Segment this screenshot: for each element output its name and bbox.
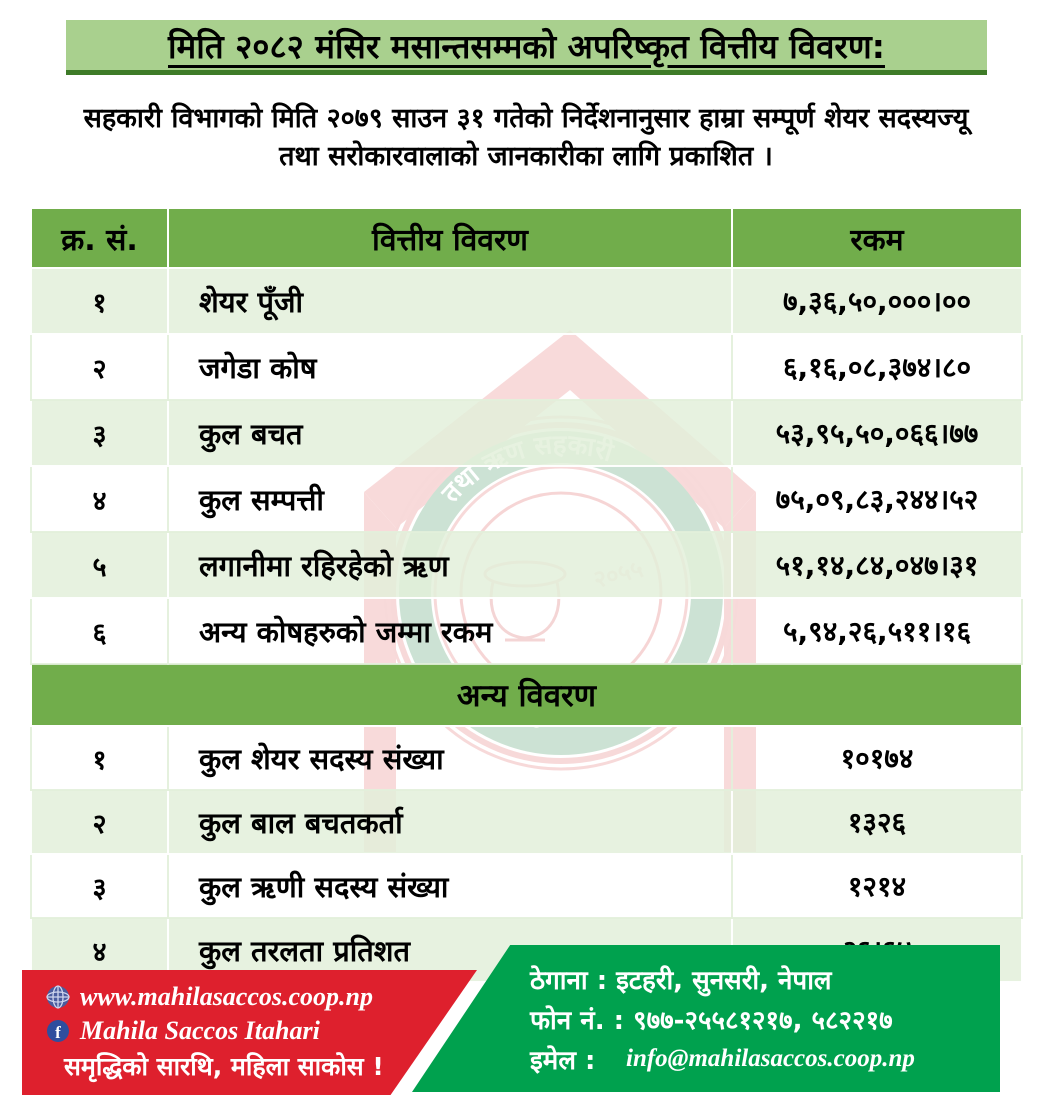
row-value: १२१४ xyxy=(731,853,1023,919)
row-sn: २ xyxy=(30,333,169,401)
column-header-description: वित्तीय विवरण xyxy=(167,207,733,269)
table-row: ५ लगानीमा रहिरहेको ऋण ५१,१४,८४,०४७।३१ xyxy=(30,531,1023,599)
website-url: www.mahilasaccos.coop.np xyxy=(80,982,374,1011)
subtitle: सहकारी विभागको मिति २०७९ साउन ३१ गतेको न… xyxy=(0,100,1052,176)
other-details-section-header: अन्य विवरण xyxy=(30,663,1023,727)
table-row: ६ अन्य कोषहरुको जम्मा रकम ५,९४,२६,५११।१६ xyxy=(30,597,1023,665)
email-line[interactable]: इमेल : info@mahilasaccos.coop.np xyxy=(530,1039,1000,1079)
row-value: ५१,१४,८४,०४७।३१ xyxy=(731,531,1023,599)
email-label: इमेल : xyxy=(530,1046,596,1076)
column-header-sn: क्र. सं. xyxy=(30,207,169,269)
row-label: कुल सम्पत्ती xyxy=(167,465,733,533)
row-label: अन्य कोषहरुको जम्मा रकम xyxy=(167,597,733,665)
svg-text:f: f xyxy=(55,1023,61,1042)
phone-line: फोन नं. : ९७७-२५५८१२१७, ५८२२१७ xyxy=(530,1006,893,1036)
page-title: मिति २०८२ मंसिर मसान्तसम्मको अपरिष्कृत व… xyxy=(66,20,987,75)
row-value: १०१७४ xyxy=(731,725,1023,791)
row-sn: ३ xyxy=(30,853,169,919)
table-row: ४ कुल सम्पत्ती ७५,०९,८३,२४४।५२ xyxy=(30,465,1023,533)
table-row: २ कुल बाल बचतकर्ता १३२६ xyxy=(30,789,1023,855)
table-row: २ जगेडा कोष ६,१६,०८,३७४।८० xyxy=(30,333,1023,401)
subtitle-line-1: सहकारी विभागको मिति २०७९ साउन ३१ गतेको न… xyxy=(83,103,969,134)
row-sn: ६ xyxy=(30,597,169,665)
row-sn: २ xyxy=(30,789,169,855)
email-address: info@mahilasaccos.coop.np xyxy=(626,1045,915,1072)
page-title-text: मिति २०८२ मंसिर मसान्तसम्मको अपरिष्कृत व… xyxy=(168,26,885,66)
row-value: १३२६ xyxy=(731,789,1023,855)
row-label: कुल ऋणी सदस्य संख्या xyxy=(167,853,733,919)
table-row: ३ कुल बचत ५३,९५,५०,०६६।७७ xyxy=(30,399,1023,467)
globe-icon xyxy=(46,985,70,1009)
table-row: ३ कुल ऋणी सदस्य संख्या १२१४ xyxy=(30,853,1023,919)
address-line: ठेगाना : इटहरी, सुनसरी, नेपाल xyxy=(530,966,832,996)
table-header-row: क्र. सं. वित्तीय विवरण रकम xyxy=(30,207,1023,269)
section-header-text: अन्य विवरण xyxy=(30,663,1023,727)
table-row: १ कुल शेयर सदस्य संख्या १०१७४ xyxy=(30,725,1023,791)
website-link[interactable]: www.mahilasaccos.coop.np xyxy=(22,980,477,1014)
row-value: ६,१६,०८,३७४।८० xyxy=(731,333,1023,401)
facebook-link[interactable]: f Mahila Saccos Itahari xyxy=(22,1014,477,1048)
row-label: लगानीमा रहिरहेको ऋण xyxy=(167,531,733,599)
row-sn: ५ xyxy=(30,531,169,599)
column-header-amount: रकम xyxy=(731,207,1023,269)
row-sn: १ xyxy=(30,725,169,791)
row-label: शेयर पूँजी xyxy=(167,267,733,335)
table-row: १ शेयर पूँजी ७,३६,५०,०००।०० xyxy=(30,267,1023,335)
facebook-page-name: Mahila Saccos Itahari xyxy=(80,1016,320,1045)
footer-contact-green-banner: ठेगाना : इटहरी, सुनसरी, नेपाल फोन नं. : … xyxy=(412,945,1000,1092)
slogan: समृद्धिको सारथि, महिला साकोस ! xyxy=(64,1052,384,1081)
row-label: जगेडा कोष xyxy=(167,333,733,401)
footer-contact-red-banner: www.mahilasaccos.coop.np f Mahila Saccos… xyxy=(22,970,477,1095)
financial-statement-table: क्र. सं. वित्तीय विवरण रकम १ शेयर पूँजी … xyxy=(30,207,1023,983)
facebook-icon: f xyxy=(46,1019,70,1043)
row-value: ७,३६,५०,०००।०० xyxy=(731,267,1023,335)
row-value: ७५,०९,८३,२४४।५२ xyxy=(731,465,1023,533)
row-sn: ४ xyxy=(30,465,169,533)
row-label: कुल बाल बचतकर्ता xyxy=(167,789,733,855)
row-label: कुल बचत xyxy=(167,399,733,467)
row-sn: १ xyxy=(30,267,169,335)
row-value: ५३,९५,५०,०६६।७७ xyxy=(731,399,1023,467)
row-sn: ३ xyxy=(30,399,169,467)
subtitle-line-2: तथा सरोकारवालाको जानकारीका लागि प्रकाशित… xyxy=(279,141,773,172)
row-value: ५,९४,२६,५११।१६ xyxy=(731,597,1023,665)
row-label: कुल शेयर सदस्य संख्या xyxy=(167,725,733,791)
